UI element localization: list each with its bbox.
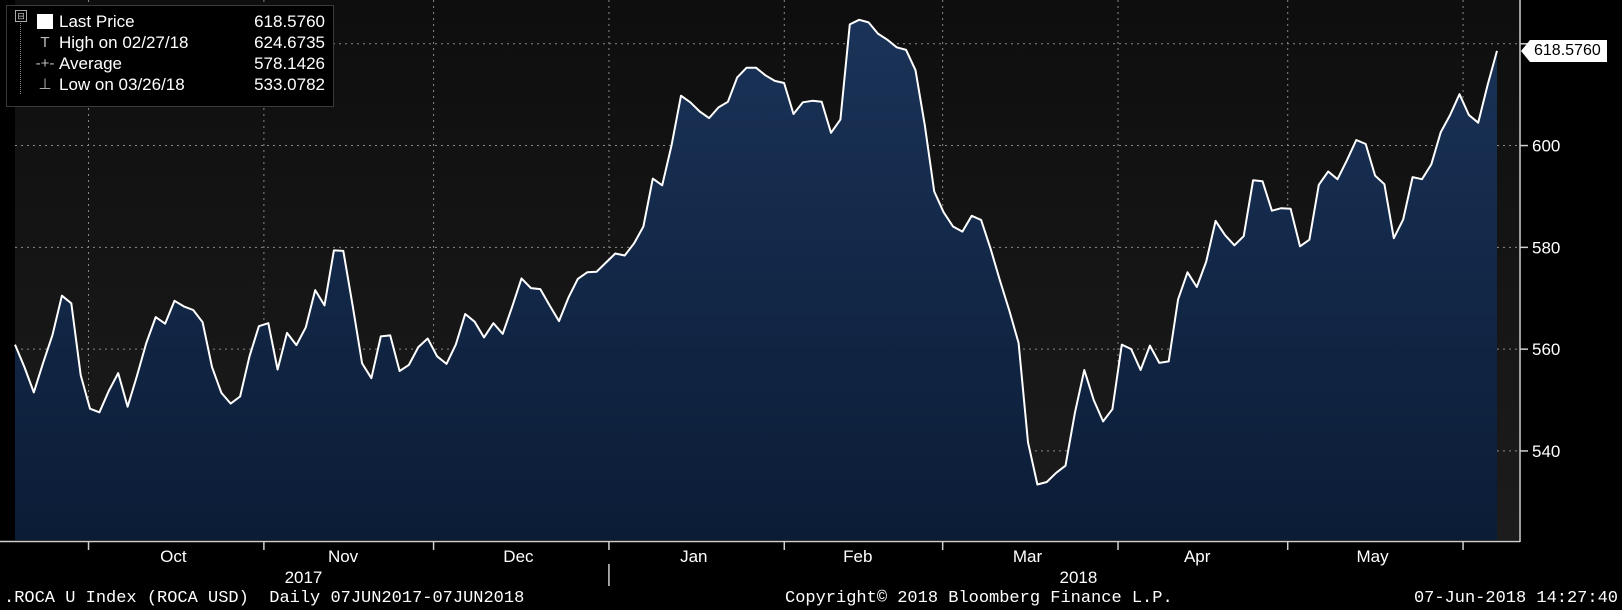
legend-tree-line <box>20 16 31 94</box>
last-price-tag: 618.5760 <box>1521 39 1607 62</box>
average-marker-icon: -+- <box>35 55 55 72</box>
high-marker-icon: T <box>40 34 50 51</box>
y-tick-label: 540 <box>1532 442 1560 461</box>
legend-value: 578.1426 <box>254 54 325 73</box>
y-tick-label: 560 <box>1532 340 1560 359</box>
legend-collapse-icon[interactable]: ⊟ <box>15 10 27 22</box>
x-axis-tick-labels: Oct Nov Dec Jan Feb Mar Apr May <box>160 547 1389 566</box>
y-axis-tick-labels: 540 560 580 600 <box>1532 137 1560 461</box>
x-year-label: 2018 <box>1060 568 1098 587</box>
low-marker-icon: ⊥ <box>38 76 52 93</box>
x-tick-label: Mar <box>1013 547 1043 566</box>
x-tick-label: May <box>1356 547 1389 566</box>
legend-value: 533.0782 <box>254 75 325 94</box>
x-tick-label: Feb <box>843 547 872 566</box>
legend-row-last-price: Last Price 618.5760 <box>7 11 333 32</box>
x-tick-label: Jan <box>680 547 707 566</box>
legend-label: Low on 03/26/18 <box>59 75 185 94</box>
price-line <box>14 18 1498 486</box>
x-tick-label: Nov <box>328 547 359 566</box>
y-tick-label: 600 <box>1532 137 1560 156</box>
legend-row-high: T High on 02/27/18 624.6735 <box>7 32 333 53</box>
legend-value: 624.6735 <box>254 33 325 52</box>
footer-security-info: .ROCA U Index (ROCA USD) Daily 07JUN2017… <box>4 589 525 608</box>
axes <box>0 0 1528 586</box>
legend-label: High on 02/27/18 <box>59 33 189 52</box>
x-tick-label: Oct <box>160 547 187 566</box>
legend-swatch-icon <box>37 14 53 29</box>
price-area-fill <box>15 19 1497 541</box>
y-tick-label: 580 <box>1532 238 1560 257</box>
chart-legend: ⊟ Last Price 618.5760 T High on 02/27/18… <box>6 5 334 107</box>
x-year-label: 2017 <box>285 568 323 587</box>
legend-row-average: -+- Average 578.1426 <box>7 53 333 74</box>
footer-timestamp: 07-Jun-2018 14:27:40 <box>1413 589 1618 608</box>
x-tick-label: Dec <box>503 547 534 566</box>
legend-value: 618.5760 <box>254 12 325 31</box>
legend-label: Average <box>59 54 123 73</box>
legend-label: Last Price <box>59 12 135 31</box>
legend-row-low: ⊥ Low on 03/26/18 533.0782 <box>7 74 333 95</box>
x-tick-label: Apr <box>1184 547 1211 566</box>
footer-copyright: Copyright© 2018 Bloomberg Finance L.P. <box>785 589 1173 608</box>
x-axis-year-labels: 2017 2018 <box>285 568 1098 587</box>
